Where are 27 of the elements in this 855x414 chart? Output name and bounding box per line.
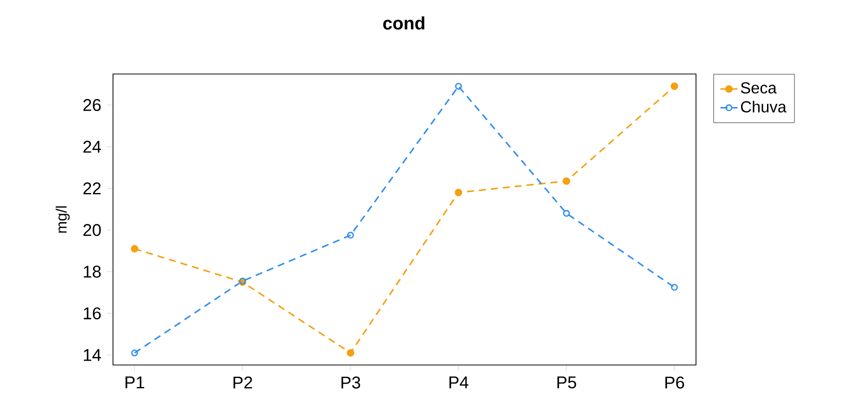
y-tick-label: 20 — [83, 224, 101, 236]
point — [346, 349, 354, 357]
x-tick-label: P4 — [449, 376, 468, 388]
legend-label: Chuva — [741, 100, 786, 112]
point — [563, 210, 570, 217]
point — [347, 232, 354, 239]
legend-label: Seca — [740, 82, 777, 94]
x-tick-label: P2 — [234, 376, 252, 388]
point — [131, 349, 138, 356]
y-tick-label: 22 — [83, 182, 101, 194]
point — [454, 188, 462, 196]
y-tick-label: 26 — [83, 99, 101, 112]
y-tick-label: 14 — [84, 349, 101, 361]
point — [455, 82, 462, 90]
y-tick-label: 24 — [83, 140, 101, 153]
point — [670, 284, 678, 291]
x-tick-label: P5 — [557, 376, 576, 388]
x-tick-label: P1 — [126, 376, 144, 388]
x-tick-label: P3 — [342, 376, 360, 389]
point — [562, 177, 570, 185]
y-tick-label: 18 — [84, 266, 101, 278]
x-tick-label: P6 — [665, 376, 684, 389]
y-axis-title: mg/l — [56, 206, 70, 233]
y-tick-label: 16 — [84, 307, 101, 320]
chart-title: cond — [383, 16, 424, 30]
point — [130, 245, 138, 253]
point — [670, 82, 678, 90]
